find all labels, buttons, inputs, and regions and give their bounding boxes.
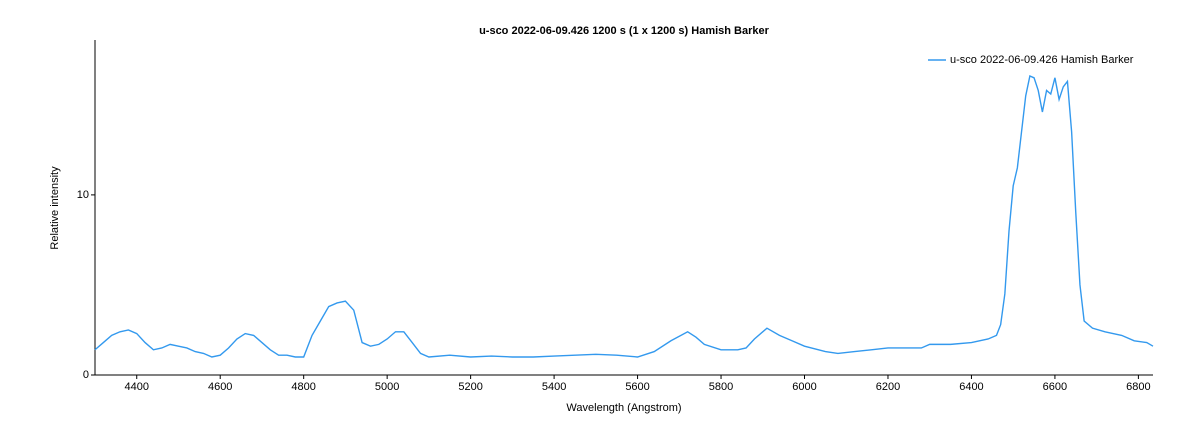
- x-tick-label: 5000: [375, 381, 399, 393]
- x-tick-label: 4800: [291, 381, 315, 393]
- y-tick-label: 0: [83, 369, 89, 381]
- y-tick-label: 10: [77, 189, 89, 201]
- x-tick-label: 6200: [876, 381, 900, 393]
- x-tick-label: 6600: [1043, 381, 1067, 393]
- x-tick-label: 4600: [208, 381, 232, 393]
- x-tick-label: 4400: [124, 381, 148, 393]
- x-tick-label: 5200: [458, 381, 482, 393]
- spectrum-line: [94, 75, 1154, 358]
- x-tick-label: 6800: [1126, 381, 1150, 393]
- x-tick-label: 6400: [959, 381, 983, 393]
- x-axis-label: Wavelength (Angstrom): [566, 402, 681, 414]
- x-tick-label: 5800: [709, 381, 733, 393]
- legend-label: u-sco 2022-06-09.426 Hamish Barker: [950, 54, 1134, 66]
- x-tick-label: 5600: [625, 381, 649, 393]
- x-tick-label: 5400: [542, 381, 566, 393]
- y-axis-label: Relative intensity: [49, 166, 61, 250]
- x-tick-label: 6000: [792, 381, 816, 393]
- chart-title: u-sco 2022-06-09.426 1200 s (1 x 1200 s)…: [479, 25, 770, 37]
